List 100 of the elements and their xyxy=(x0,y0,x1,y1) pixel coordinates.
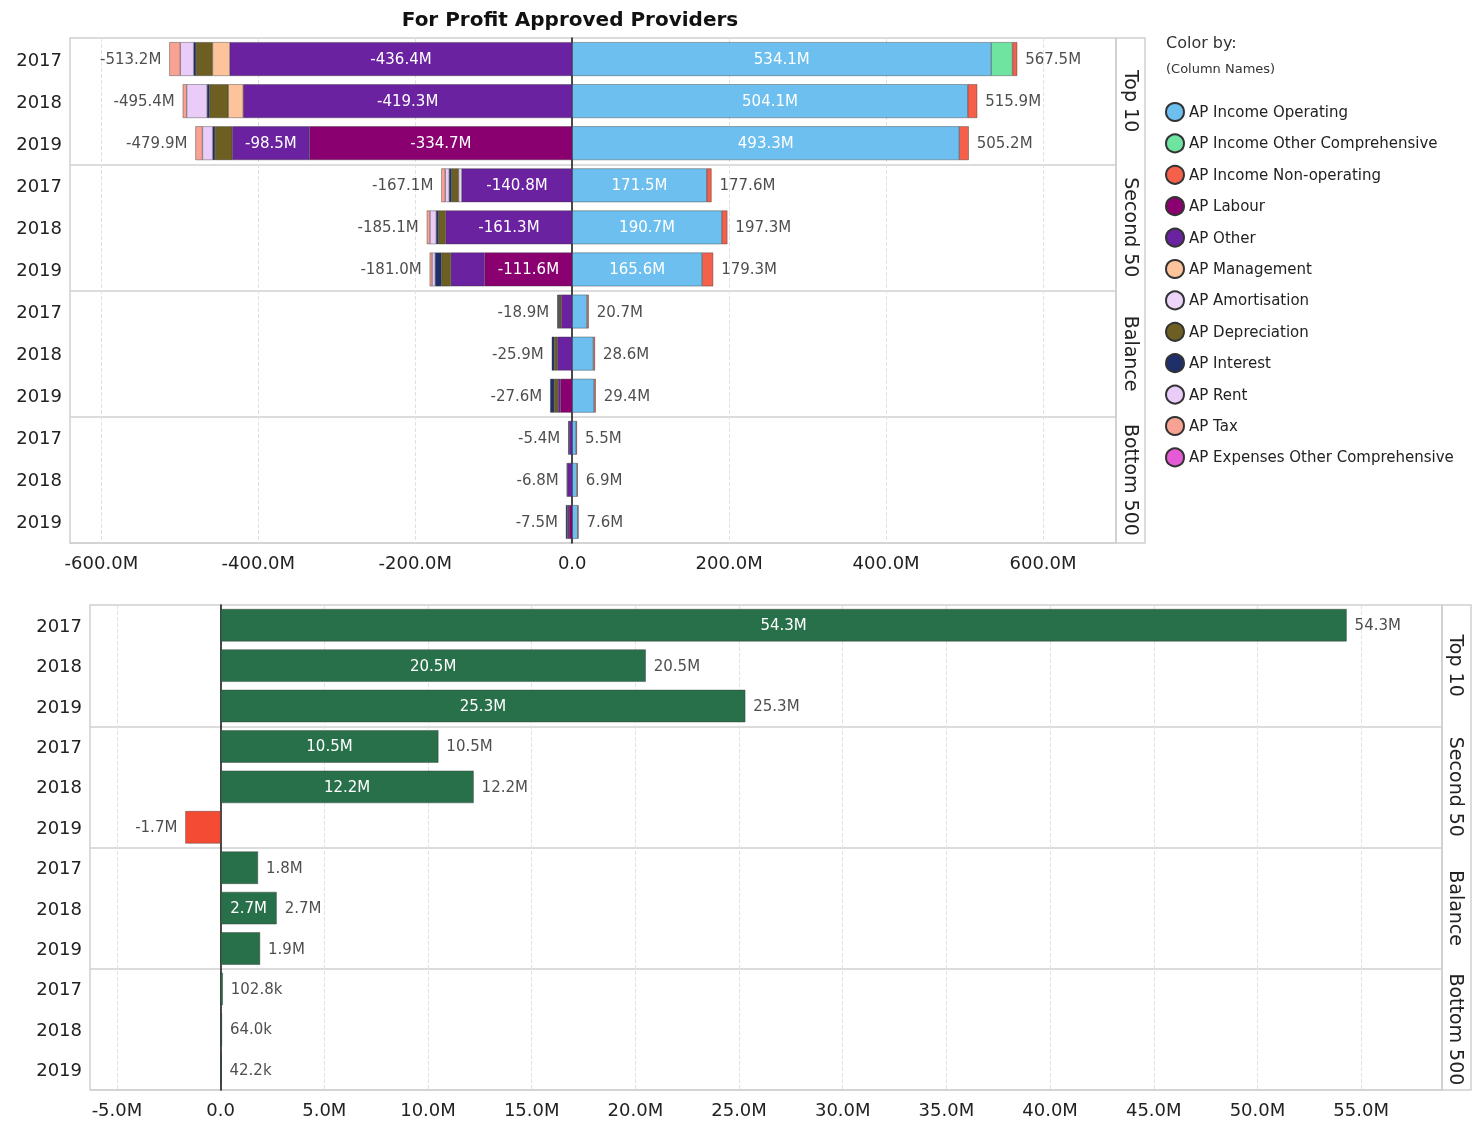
text: Balance xyxy=(1446,870,1468,947)
y-tick-label: 2019 xyxy=(16,132,62,154)
y-tick-label: 2017 xyxy=(36,735,82,757)
data-label: 493.3M xyxy=(737,134,794,153)
total-label: 12.2M xyxy=(481,777,528,796)
total-label: 102.8k xyxy=(230,979,283,998)
x-tick-label: 10.0M xyxy=(400,1098,456,1120)
x-tick-label: 0.0 xyxy=(206,1098,235,1120)
data-label: 171.5M xyxy=(611,176,668,195)
legend-label: AP Expenses Other Comprehensive xyxy=(1189,448,1454,467)
text: 197.3M xyxy=(735,218,792,237)
text: -479.9M xyxy=(126,134,188,153)
text: 567.5M xyxy=(1025,50,1082,69)
y-tick-label: 2019 xyxy=(16,511,62,533)
text: -5.4M xyxy=(518,428,561,447)
total-label: 64.0k xyxy=(229,1020,273,1039)
data-label: -161.3M xyxy=(478,218,540,237)
data-label: -436.4M xyxy=(370,50,432,69)
y-tick-label: 2019 xyxy=(36,938,82,960)
x-tick-label: -200.0M xyxy=(378,551,453,573)
text: -513.2M xyxy=(100,50,162,69)
data-label: 190.7M xyxy=(619,218,675,237)
y-tick-label: 2017 xyxy=(16,48,62,70)
x-tick-label: 600.0M xyxy=(1009,551,1077,573)
x-tick-label: 55.0M xyxy=(1333,1098,1389,1120)
data-label: -111.6M xyxy=(497,260,560,279)
legend-label: AP Depreciation xyxy=(1189,322,1309,341)
y-tick-label: 2018 xyxy=(16,90,62,112)
y-tick-label: 2018 xyxy=(16,343,62,365)
chart-title: For Profit Approved Providers xyxy=(401,7,739,31)
text: 6.9M xyxy=(585,470,623,489)
x-tick-label: 20.0M xyxy=(607,1098,664,1120)
x-tick-label: 25.0M xyxy=(711,1098,767,1120)
x-tick-label: 35.0M xyxy=(918,1098,975,1120)
x-tick-label: 45.0M xyxy=(1125,1098,1182,1120)
total-label: 2.7M xyxy=(284,899,322,918)
x-tick-label: 5.0M xyxy=(302,1098,347,1120)
legend-label: AP Interest xyxy=(1189,354,1271,373)
y-tick-label: 2017 xyxy=(36,614,82,636)
y-tick-label: 2018 xyxy=(36,776,82,798)
text: 20.7M xyxy=(596,302,644,321)
data-label: -334.7M xyxy=(410,134,472,153)
y-tick-label: 2019 xyxy=(36,816,82,838)
text: -25.9M xyxy=(492,344,544,363)
text: -167.1M xyxy=(372,176,434,195)
data-label: -98.5M xyxy=(245,134,297,153)
total-label: -1.7M xyxy=(135,818,178,837)
y-tick-label: 2019 xyxy=(36,695,82,717)
y-tick-label: 2019 xyxy=(16,258,62,280)
legend-label: AP Income Operating xyxy=(1189,103,1349,121)
total-label: 25.3M xyxy=(753,697,800,716)
total-label: 54.3M xyxy=(1354,616,1401,635)
y-tick-label: 2018 xyxy=(36,655,82,677)
legend-label: AP Management xyxy=(1189,260,1312,278)
text: -181.0M xyxy=(360,260,422,279)
legend-title: Color by: xyxy=(1166,32,1237,52)
data-label: 165.6M xyxy=(609,260,666,279)
x-tick-label: -5.0M xyxy=(91,1098,143,1120)
y-tick-label: 2018 xyxy=(36,1018,82,1040)
y-tick-label: 2017 xyxy=(16,427,62,449)
y-tick-label: 2017 xyxy=(16,174,62,196)
total-label: 1.8M xyxy=(265,858,303,877)
y-tick-label: 2018 xyxy=(16,469,62,491)
text: -6.8M xyxy=(516,470,559,489)
legend-label: AP Tax xyxy=(1189,417,1238,435)
x-tick-label: 200.0M xyxy=(695,551,763,573)
text: 29.4M xyxy=(603,386,651,405)
legend-label: AP Rent xyxy=(1189,385,1248,404)
text: 5.5M xyxy=(584,428,622,447)
text: 179.3M xyxy=(721,260,778,279)
data-label: 504.1M xyxy=(742,92,798,111)
data-label: -140.8M xyxy=(486,176,548,195)
text: 7.6M xyxy=(586,512,624,531)
y-tick-label: 2019 xyxy=(36,1059,82,1081)
x-tick-label: 15.0M xyxy=(503,1098,560,1120)
text: Second 50 xyxy=(1121,177,1143,278)
data-label: 10.5M xyxy=(306,737,353,756)
text: -27.6M xyxy=(490,386,543,405)
text: Top 10 xyxy=(1121,68,1143,133)
x-tick-label: 30.0M xyxy=(814,1098,871,1120)
text: -18.9M xyxy=(497,302,550,321)
data-label: 534.1M xyxy=(753,50,810,69)
x-tick-label: -400.0M xyxy=(221,551,296,573)
text: Bottom 500 xyxy=(1121,423,1143,536)
legend-label: AP Income Other Comprehensive xyxy=(1189,134,1438,153)
data-label: 25.3M xyxy=(459,697,507,716)
y-tick-label: 2018 xyxy=(36,897,82,919)
x-tick-label: 0.0 xyxy=(557,551,587,573)
x-tick-label: 400.0M xyxy=(852,551,920,573)
legend-label: AP Income Non-operating xyxy=(1189,165,1381,184)
total-label: 42.2k xyxy=(229,1060,272,1079)
data-label: 54.3M xyxy=(760,616,807,635)
legend-label: AP Labour xyxy=(1189,197,1266,216)
text: 515.9M xyxy=(985,92,1042,111)
data-label: 20.5M xyxy=(410,656,457,675)
total-label: 10.5M xyxy=(446,737,493,756)
data-label: -419.3M xyxy=(377,92,439,111)
text: 505.2M xyxy=(976,134,1033,153)
text: -495.4M xyxy=(113,92,175,111)
y-tick-label: 2018 xyxy=(16,216,62,238)
